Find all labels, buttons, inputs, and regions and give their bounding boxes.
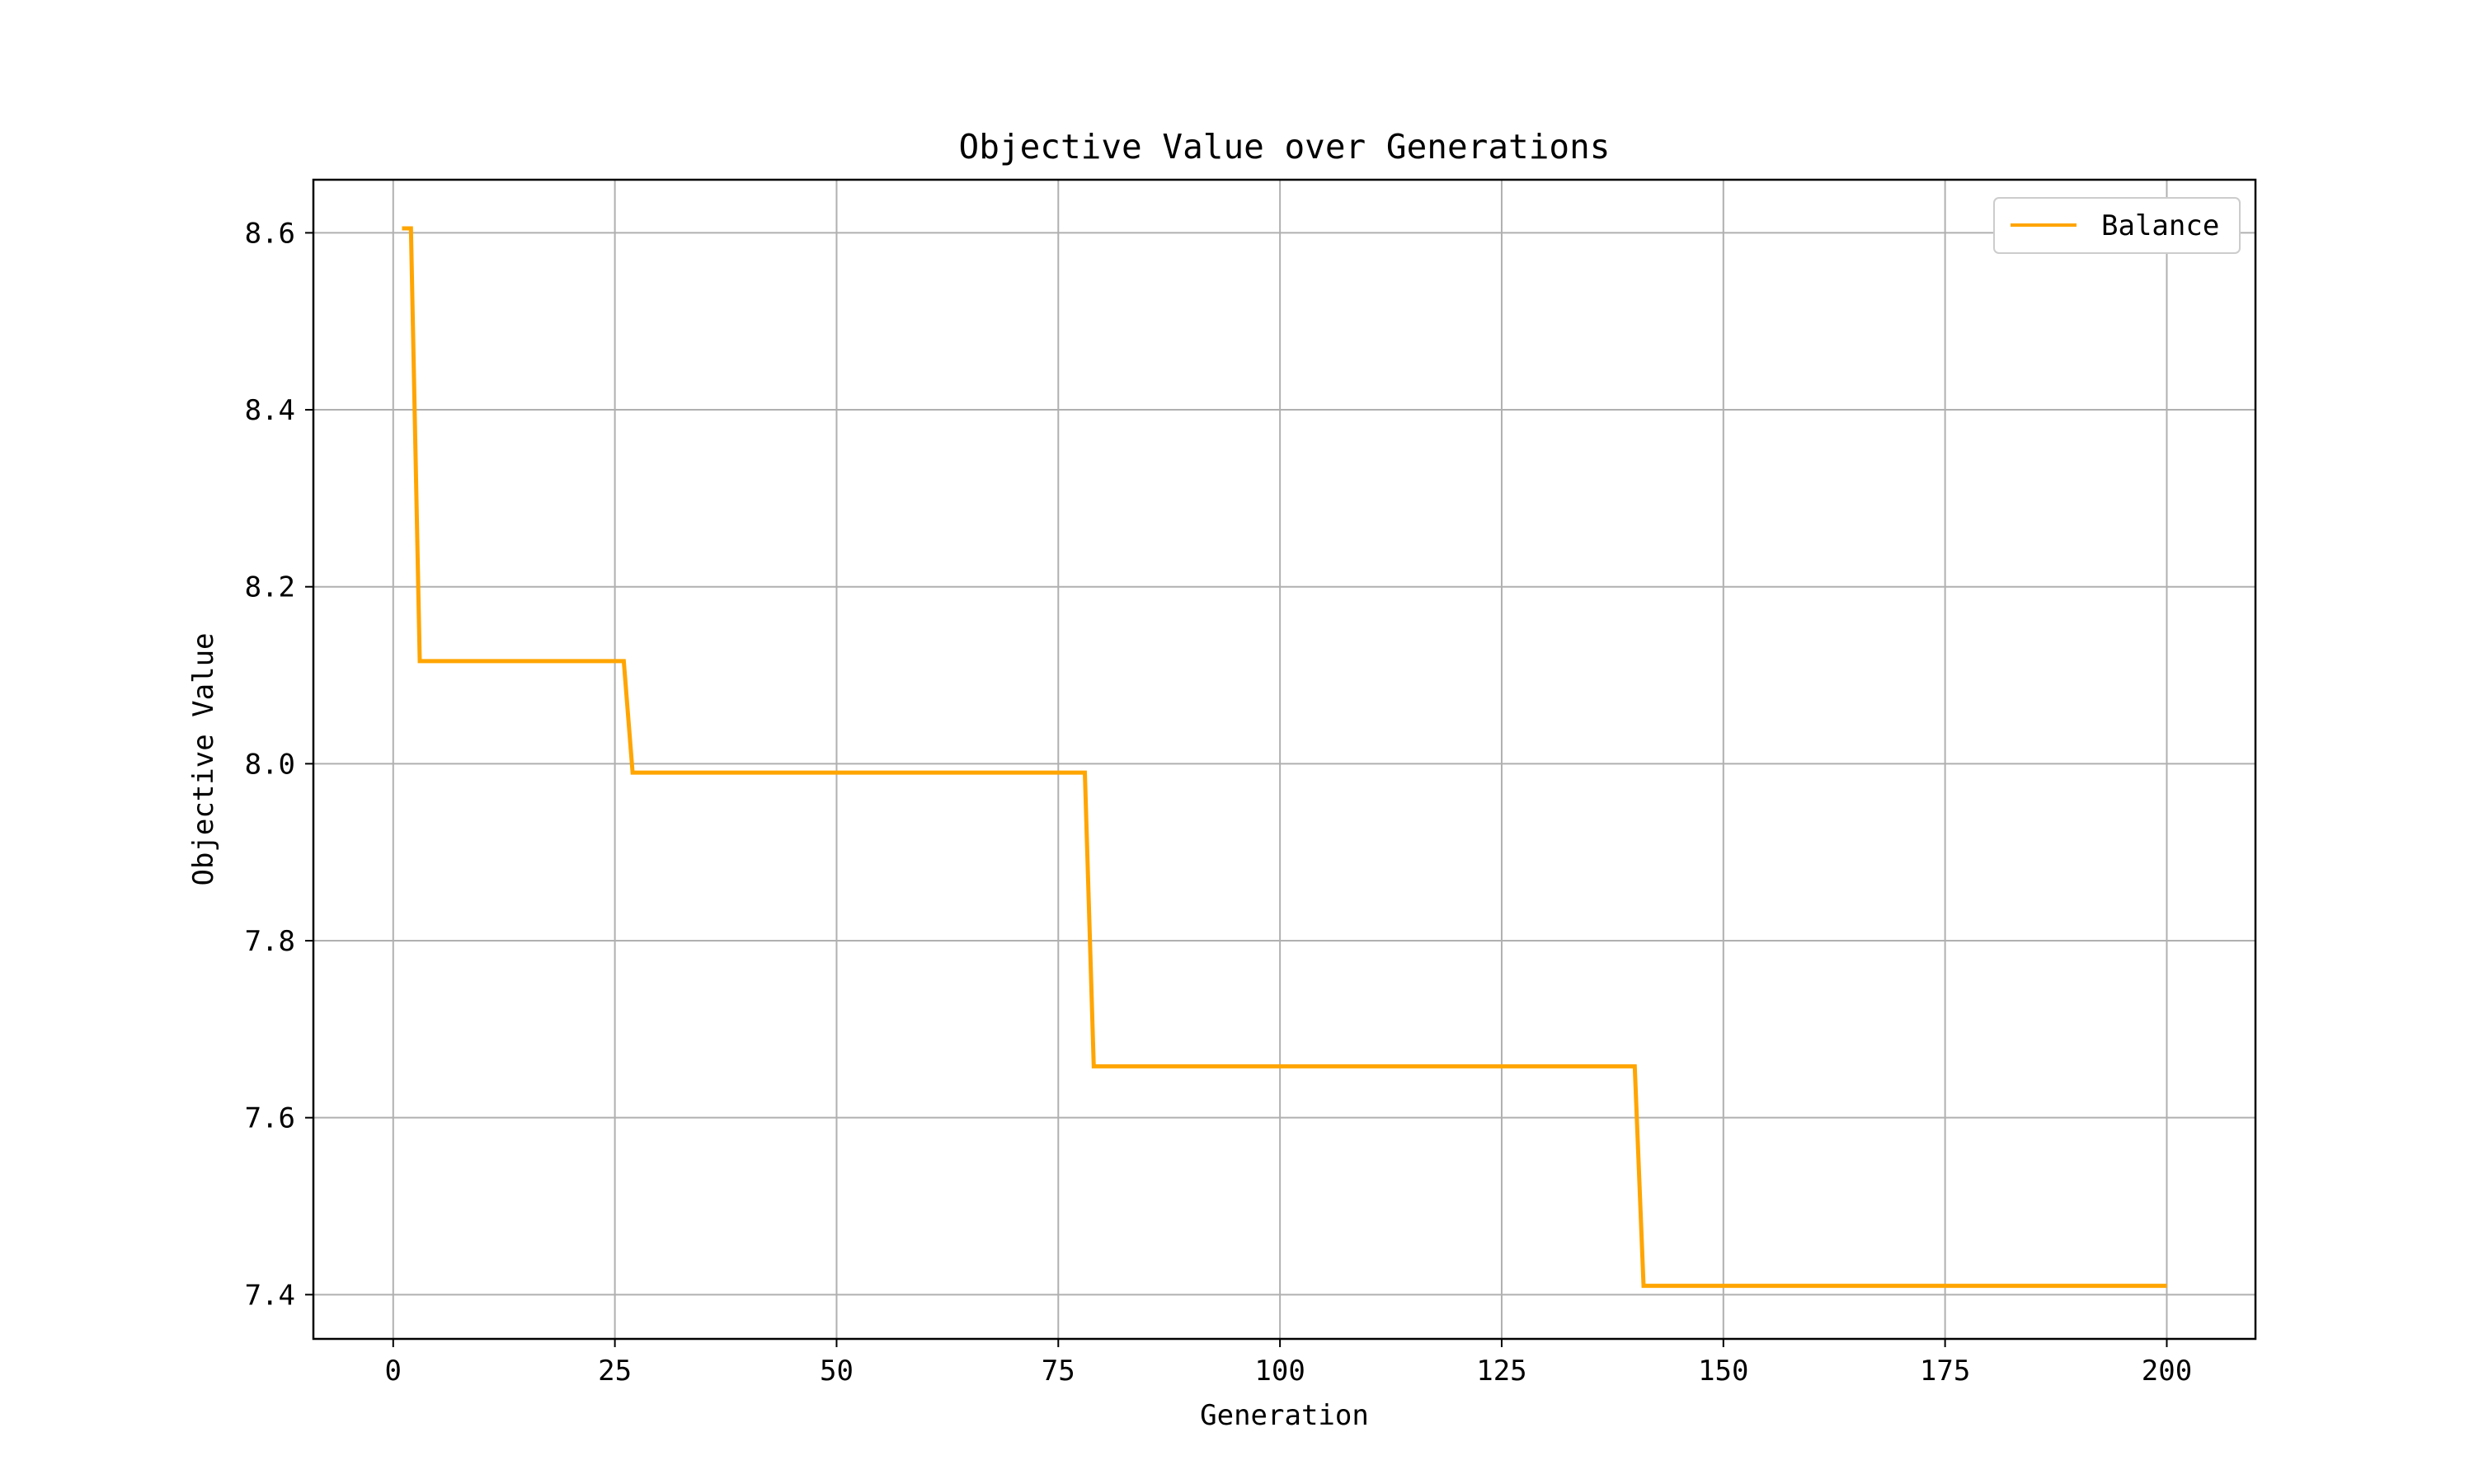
x-tick-label: 150 [1698,1355,1748,1388]
x-tick-label: 100 [1254,1355,1305,1388]
y-axis-label: Objective Value [187,632,220,885]
x-tick-label: 200 [2142,1355,2192,1388]
x-tick-label: 0 [385,1355,402,1388]
y-tick-label: 7.4 [245,1279,295,1312]
y-tick-label: 8.0 [245,748,295,781]
chart-title: Objective Value over Generations [959,127,1611,167]
series-layer [402,226,2167,1289]
axis-ticks: 0 25 50 75 100 125 150 175 200 7.4 7.6 7.8 8.0 8.2 8.4… [245,217,2193,1388]
y-tick-label: 8.4 [245,394,295,427]
legend-label-balance: Balance [2101,209,2219,242]
legend: Balance [1993,197,2241,254]
x-tick-label: 50 [820,1355,854,1388]
x-axis-label: Generation [1200,1399,1369,1432]
y-tick-label: 7.6 [245,1102,295,1135]
y-tick-label: 7.8 [245,925,295,958]
x-tick-label: 75 [1042,1355,1075,1388]
legend-box [1993,197,2241,254]
x-tick-label: 175 [1920,1355,1970,1388]
grid [313,180,2255,1339]
x-tick-label: 25 [598,1355,632,1388]
y-tick-label: 8.2 [245,571,295,604]
y-tick-label: 8.6 [245,217,295,250]
series-line-balance [402,226,2167,1289]
x-tick-label: 125 [1476,1355,1526,1388]
plot-frame [312,178,2257,1341]
